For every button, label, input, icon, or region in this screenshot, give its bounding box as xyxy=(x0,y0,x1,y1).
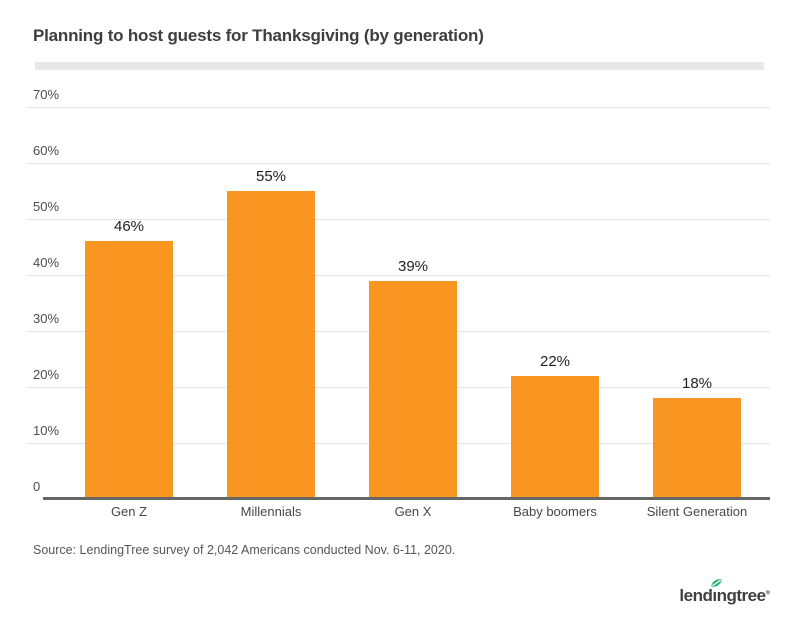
bar-gen-z xyxy=(85,241,173,499)
x-axis-label: Millennials xyxy=(240,504,302,519)
bar-millennials xyxy=(227,191,315,499)
gridline-70 xyxy=(28,107,770,108)
gridline-60 xyxy=(28,163,770,164)
x-axis-label: Gen Z xyxy=(110,504,148,519)
logo-text-i: ı xyxy=(712,586,717,605)
source-note: Source: LendingTree survey of 2,042 Amer… xyxy=(33,543,456,557)
x-axis-label: Gen X xyxy=(394,504,432,519)
bar-silent-generation xyxy=(653,398,741,499)
leaf-icon xyxy=(711,579,723,587)
gridline-50 xyxy=(28,219,770,220)
y-axis-label-50: 50% xyxy=(33,199,60,214)
bar-baby-boomers xyxy=(511,376,599,499)
y-axis-label-70: 70% xyxy=(33,87,60,102)
y-axis-label-0: 0 xyxy=(33,479,41,494)
chart-title: Planning to host guests for Thanksgiving… xyxy=(33,26,484,45)
data-label: 39% xyxy=(397,258,429,275)
y-axis-label-20: 20% xyxy=(33,367,60,382)
logo-text-ngtree: ngtree xyxy=(716,586,766,605)
data-label: 22% xyxy=(539,353,571,370)
bar-gen-x xyxy=(369,281,457,499)
title-divider xyxy=(35,62,764,70)
registered-mark: ® xyxy=(765,590,770,597)
gridline-40 xyxy=(28,275,770,276)
data-label: 55% xyxy=(255,168,287,185)
x-axis-label: Baby boomers xyxy=(513,504,597,519)
x-axis-line xyxy=(43,497,770,500)
data-label: 18% xyxy=(681,375,713,392)
x-axis-label: Silent Generation xyxy=(646,504,748,519)
y-axis-label-30: 30% xyxy=(33,311,60,326)
y-axis-label-40: 40% xyxy=(33,255,60,270)
logo-text-lend: lend xyxy=(679,586,713,605)
y-axis-label-10: 10% xyxy=(33,423,60,438)
lendingtree-logo: lendı ngtree® xyxy=(679,579,770,606)
y-axis-label-60: 60% xyxy=(33,143,60,158)
data-label: 46% xyxy=(113,218,145,235)
